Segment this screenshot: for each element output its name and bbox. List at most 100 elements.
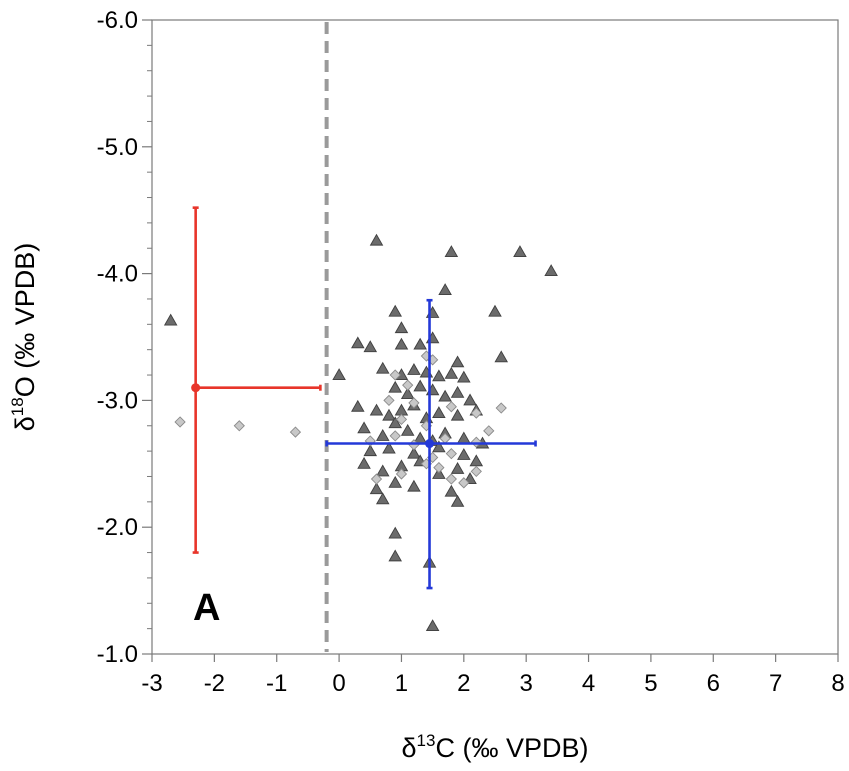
y-axis-title-prefix: δ — [10, 416, 40, 431]
triangle-point — [469, 454, 484, 467]
diamond-point — [389, 430, 401, 442]
triangle-point — [388, 416, 402, 429]
ticks-layer: -3 -2 -1 0 1 2 3 4 5 6 7 8 -6.0 -5.0 -4.0 -3.0 -2.0 -1.0 — [97, 7, 845, 697]
x-axis-title-prefix: δ — [402, 733, 417, 763]
x-tick-label: 8 — [831, 670, 844, 697]
y-tick-label: -5.0 — [97, 134, 138, 161]
triangle-point — [357, 456, 371, 469]
x-tick-label: 6 — [707, 670, 720, 697]
x-axis-title: δ13C (‰ VPDB) — [402, 731, 589, 763]
triangle-point — [450, 408, 465, 421]
blue-errorbar-center — [425, 439, 435, 449]
triangle-point — [494, 350, 509, 363]
diamond-point — [289, 426, 302, 438]
triangle-point — [513, 245, 527, 257]
y-tick-label: -3.0 — [97, 387, 138, 414]
triangle-point — [351, 399, 365, 412]
panel-label: A — [193, 587, 220, 629]
triangle-point — [432, 440, 446, 453]
triangle-point — [444, 484, 459, 497]
diamond-point — [445, 473, 457, 485]
triangle-point — [394, 337, 409, 350]
triangle-point — [432, 369, 446, 382]
triangle-point — [394, 321, 409, 334]
triangle-point — [369, 233, 384, 246]
diamond-point — [445, 448, 457, 460]
triangle-point — [382, 441, 396, 454]
diamond-point — [402, 379, 414, 391]
points-layer — [163, 233, 558, 632]
triangle-point — [388, 380, 402, 393]
triangle-point — [463, 393, 477, 406]
diamond-point — [458, 477, 470, 489]
triangle-point — [407, 446, 421, 459]
triangle-point — [450, 355, 465, 368]
triangle-point — [444, 366, 459, 379]
triangle-point — [450, 461, 465, 474]
diamond-point — [433, 461, 445, 474]
y-tick-label: -4.0 — [97, 261, 138, 288]
diamond-point — [495, 402, 507, 414]
triangle-point — [544, 264, 558, 277]
triangle-point — [432, 406, 446, 419]
x-tick-label: 5 — [644, 670, 657, 697]
x-axis-title-sup: 13 — [417, 731, 436, 750]
triangle-point — [369, 403, 384, 416]
triangle-point — [450, 385, 465, 398]
triangle-point — [450, 494, 465, 507]
triangle-point — [388, 475, 402, 488]
triangle-point — [388, 526, 402, 539]
triangle-point — [388, 304, 402, 317]
triangle-point — [438, 283, 452, 296]
x-tick-label: -1 — [266, 670, 287, 697]
diamond-point — [483, 425, 495, 437]
triangle-point — [425, 619, 440, 632]
diamond-point — [470, 407, 482, 419]
triangle-point — [375, 428, 390, 441]
plot-frame — [151, 19, 839, 655]
diamond-point — [445, 401, 457, 413]
triangle-point — [351, 336, 365, 349]
triangle-point — [457, 448, 471, 460]
triangle-point — [457, 370, 471, 383]
diamond-point — [370, 473, 383, 485]
triangle-point — [407, 479, 421, 492]
y-tick-label: -1.0 — [97, 641, 138, 668]
error-bars-layer — [191, 206, 537, 590]
triangle-point — [163, 313, 178, 326]
triangle-point — [400, 423, 415, 436]
triangle-point — [413, 337, 427, 350]
diamond-point — [233, 420, 245, 432]
x-tick-label: 2 — [457, 670, 470, 697]
x-tick-label: -3 — [141, 670, 162, 697]
x-tick-label: 7 — [769, 670, 782, 697]
triangle-point — [363, 444, 378, 457]
triangle-point — [388, 549, 402, 562]
diamond-point — [470, 465, 482, 478]
diamond-point — [395, 468, 408, 480]
triangle-point — [382, 408, 396, 421]
y-axis-title-sup: 18 — [8, 397, 27, 416]
x-tick-label: -2 — [204, 670, 225, 697]
diamond-point — [174, 416, 186, 428]
triangle-point — [407, 363, 421, 375]
y-axis-title-suffix: O (‰ VPDB) — [10, 243, 40, 398]
triangle-point — [363, 340, 378, 353]
triangle-point — [400, 387, 415, 400]
triangle-point — [375, 464, 390, 477]
diamond-point — [389, 369, 401, 381]
x-tick-label: 3 — [520, 670, 533, 697]
diamond-point — [408, 397, 420, 409]
x-tick-label: 0 — [332, 670, 345, 697]
y-axis-title: δ18O (‰ VPDB) — [8, 243, 40, 431]
y-tick-label: -6.0 — [97, 7, 138, 34]
x-tick-label: 4 — [582, 670, 595, 697]
triangle-point — [375, 361, 390, 374]
red-errorbar-center — [191, 383, 201, 393]
x-tick-label: 1 — [395, 670, 408, 697]
triangle-point — [375, 492, 390, 505]
x-axis-title-suffix: C (‰ VPDB) — [435, 733, 588, 763]
triangle-point — [369, 482, 384, 495]
y-tick-label: -2.0 — [97, 514, 138, 541]
